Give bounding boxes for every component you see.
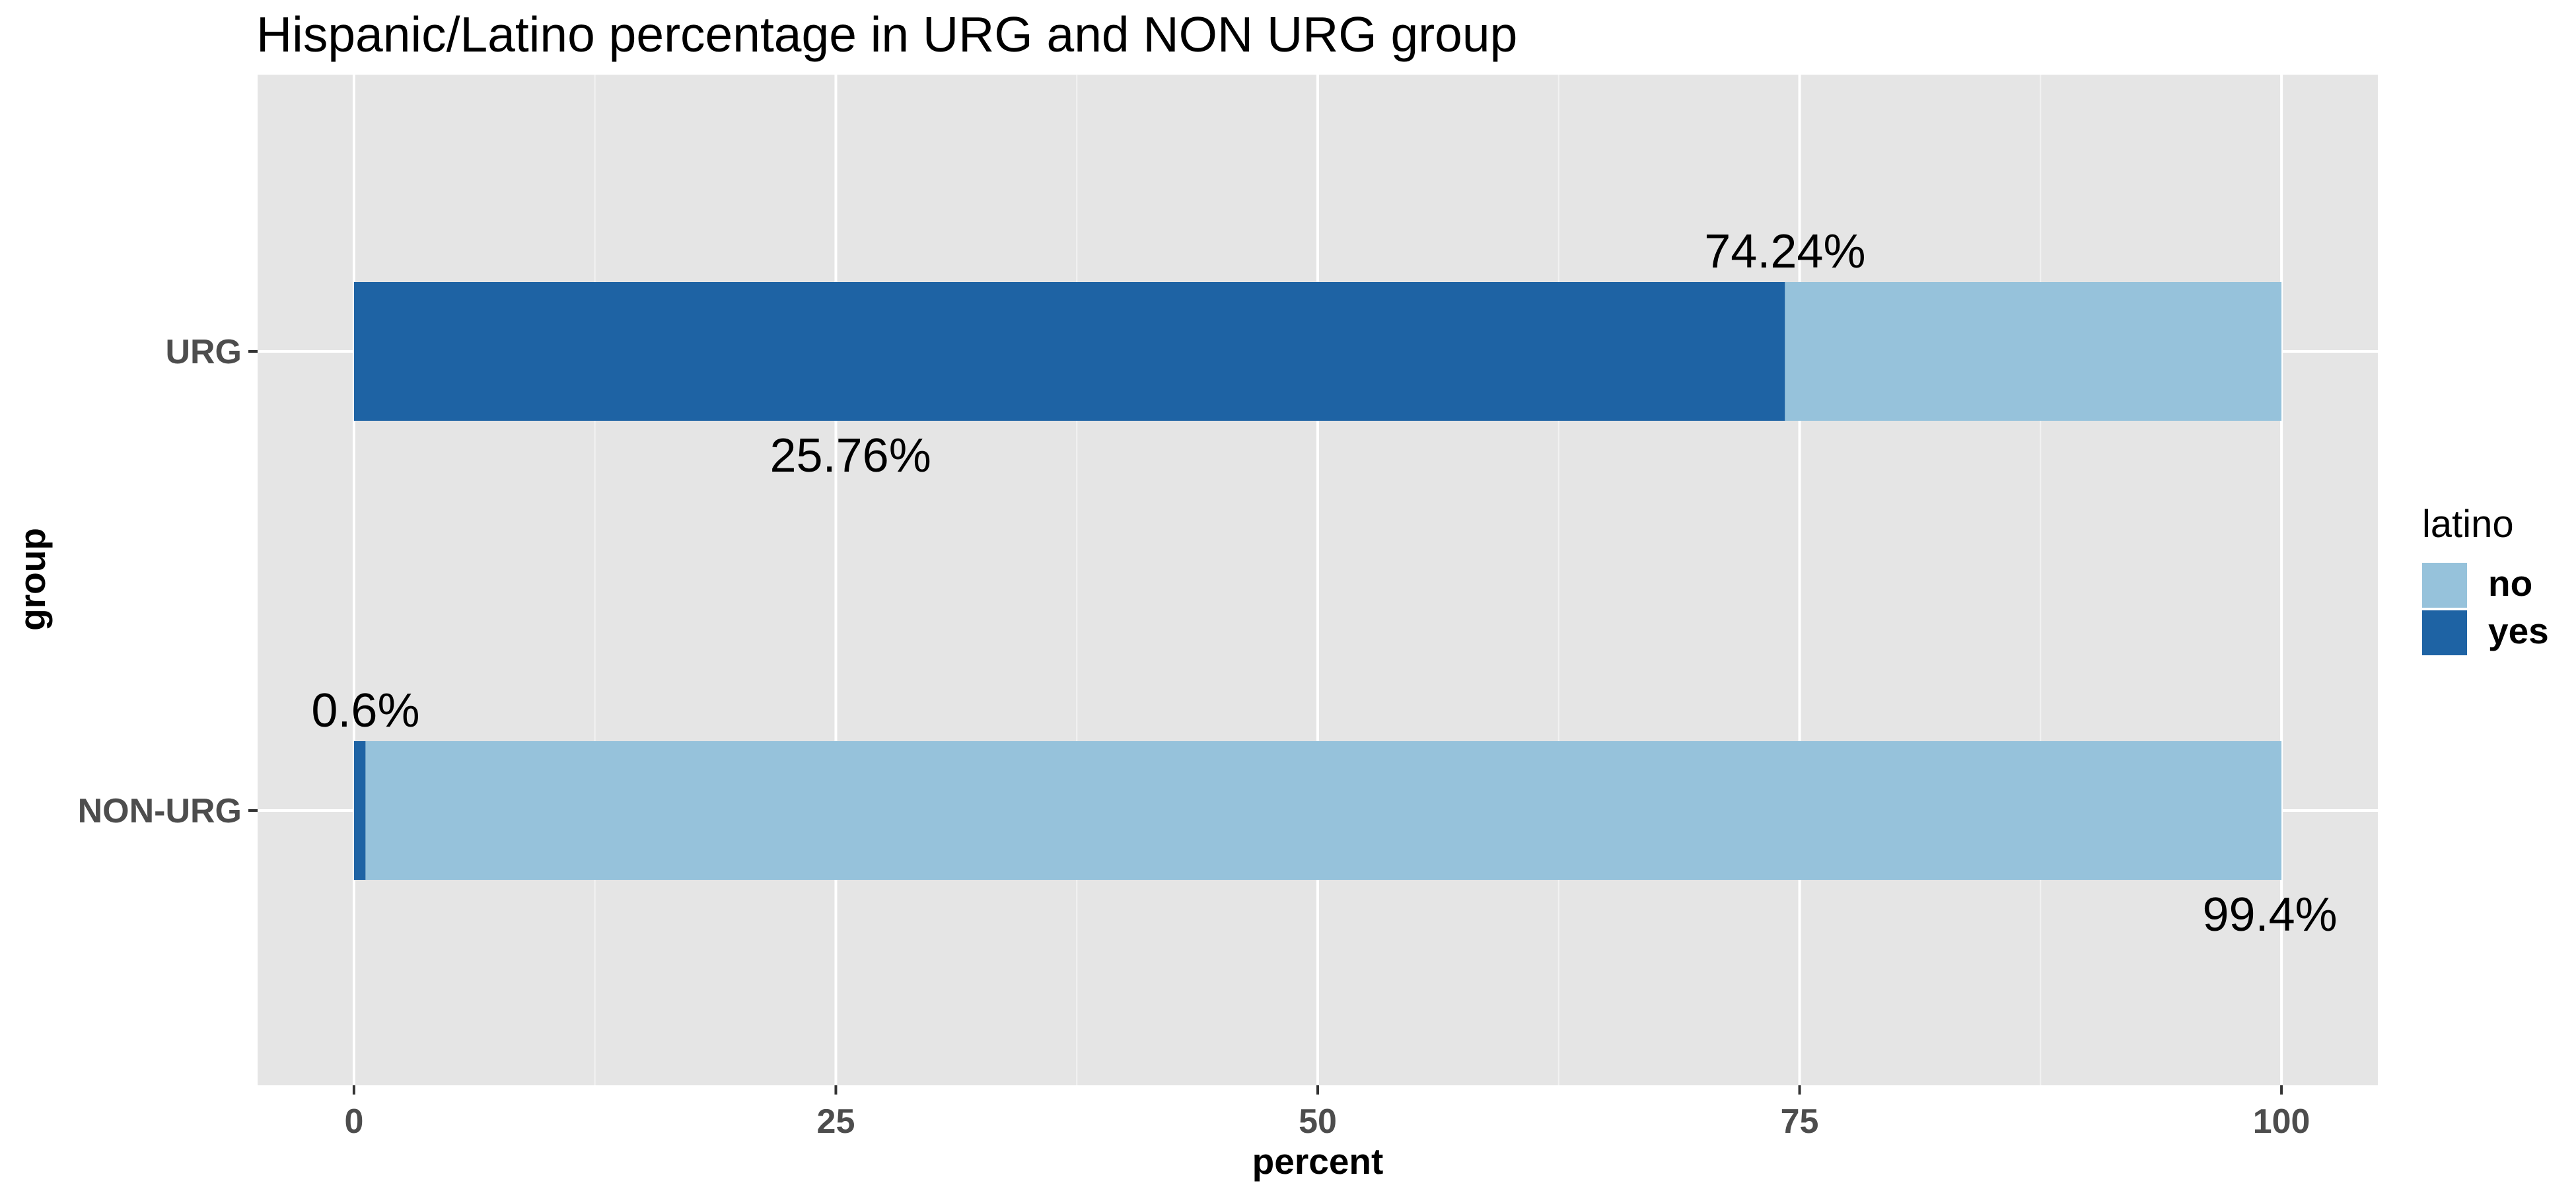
legend-key-yes — [2422, 610, 2467, 655]
x-tick-label: 75 — [1781, 1102, 1819, 1141]
data-label: 25.76% — [770, 429, 931, 482]
chart-title: Hispanic/Latino percentage in URG and NO… — [256, 7, 1517, 62]
data-label: 74.24% — [1704, 225, 1865, 278]
bar-yes-urg — [353, 282, 1785, 421]
data-label: 99.4% — [2203, 888, 2338, 941]
y-axis-title: group — [12, 528, 53, 631]
legend: latino no yes — [2422, 503, 2549, 655]
x-axis-title: percent — [1252, 1141, 1384, 1182]
x-tick-label: 50 — [1299, 1102, 1337, 1141]
y-tick-label: URG — [165, 333, 242, 371]
legend-key-no — [2422, 563, 2467, 608]
legend-label-yes: yes — [2488, 610, 2549, 651]
legend-items: no yes — [2422, 563, 2549, 655]
x-tick-label: 25 — [817, 1102, 855, 1141]
y-tick-label: NON-URG — [78, 792, 242, 830]
data-labels: 74.24% 25.76% 0.6% 99.4% — [311, 225, 2337, 941]
bar-no-non-urg — [365, 741, 2282, 880]
legend-title: latino — [2422, 503, 2514, 546]
bar-no-urg — [1785, 282, 2282, 421]
data-label: 0.6% — [311, 684, 419, 737]
x-tick-label: 100 — [2253, 1102, 2310, 1141]
bars — [353, 282, 2282, 880]
axes: 0 25 50 75 100 URG NON-URG — [78, 333, 2310, 1141]
bar-yes-non-urg — [353, 741, 366, 880]
legend-label-no: no — [2488, 563, 2532, 604]
x-tick-label: 0 — [344, 1102, 363, 1141]
